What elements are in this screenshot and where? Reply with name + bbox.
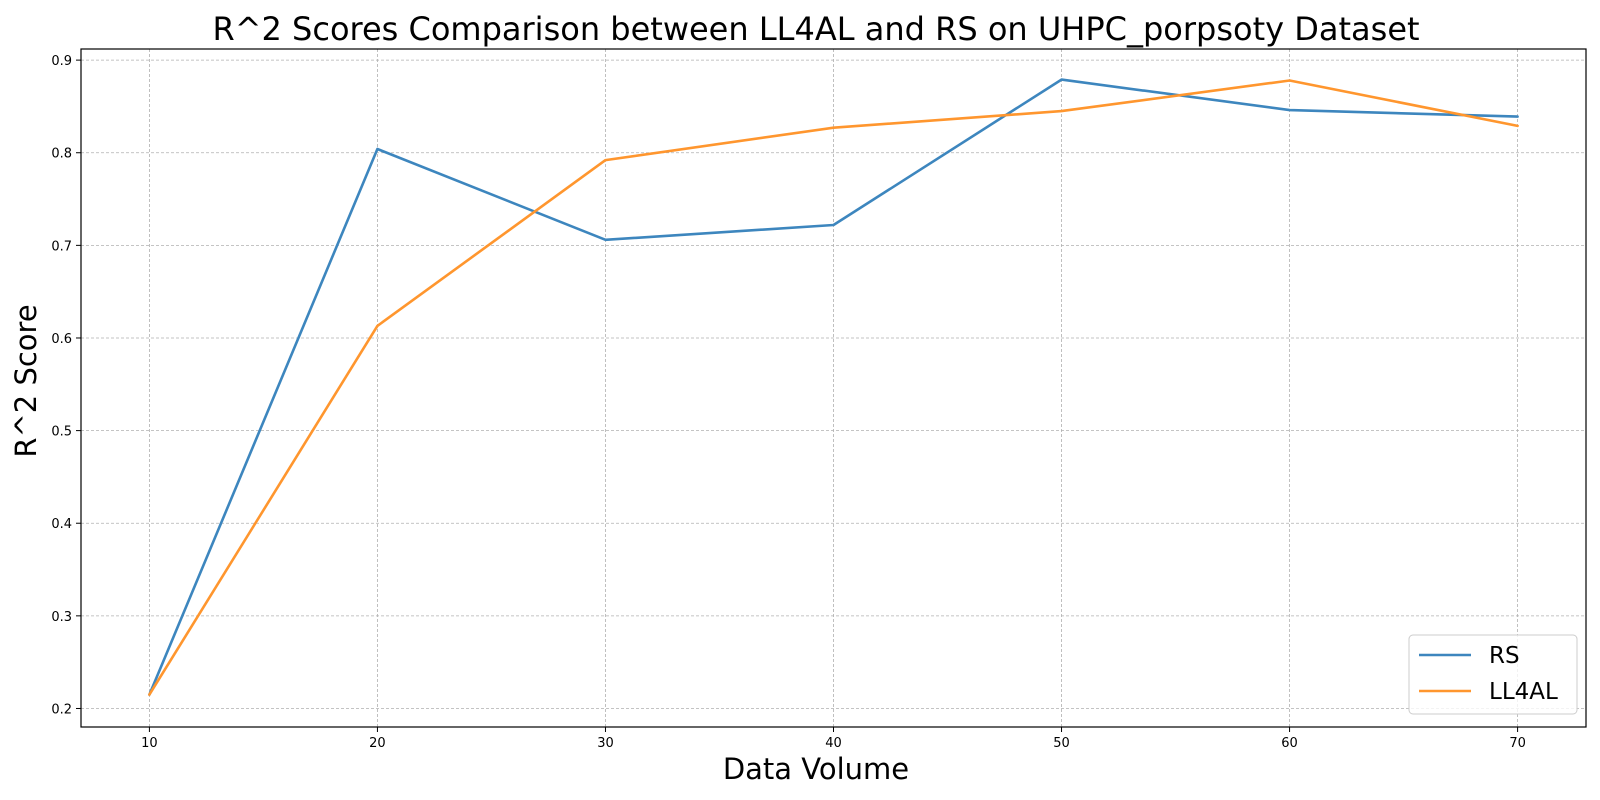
y-axis-label: R^2 Score bbox=[9, 304, 43, 457]
grid bbox=[81, 49, 1586, 727]
y-tick-label: 0.3 bbox=[51, 610, 72, 625]
x-tick-label: 60 bbox=[1281, 736, 1298, 751]
legend-items: RS LL4AL bbox=[1419, 643, 1558, 705]
series-line-ll4al bbox=[148, 79, 1519, 696]
legend: RS LL4AL bbox=[1408, 634, 1578, 715]
x-tick-label: 50 bbox=[1053, 736, 1070, 751]
series-lines bbox=[148, 78, 1519, 696]
x-tick-label: 20 bbox=[369, 736, 386, 751]
chart-title: R^2 Scores Comparison between LL4AL and … bbox=[212, 10, 1419, 48]
x-tick-label: 30 bbox=[597, 736, 614, 751]
x-tick-label: 40 bbox=[825, 736, 842, 751]
x-tick-label: 70 bbox=[1509, 736, 1526, 751]
y-tick-label: 0.9 bbox=[51, 54, 72, 69]
y-tick-label: 0.4 bbox=[51, 517, 72, 532]
y-tick-label: 0.5 bbox=[51, 425, 72, 440]
legend-label-rs: RS bbox=[1489, 643, 1520, 669]
x-axis-label: Data Volume bbox=[723, 752, 909, 786]
y-tick-label: 0.6 bbox=[51, 332, 72, 347]
y-tick-label: 0.7 bbox=[51, 239, 72, 254]
x-tick-label: 10 bbox=[141, 736, 158, 751]
series-line-rs bbox=[148, 78, 1519, 696]
x-axis-ticks: 10 20 30 40 50 60 70 bbox=[141, 727, 1526, 751]
legend-label-ll4al: LL4AL bbox=[1489, 679, 1558, 705]
y-tick-label: 0.8 bbox=[51, 147, 72, 162]
y-tick-label: 0.2 bbox=[51, 702, 72, 717]
y-axis-ticks: 0.2 0.3 0.4 0.5 0.6 0.7 0.8 0.9 bbox=[51, 54, 81, 717]
